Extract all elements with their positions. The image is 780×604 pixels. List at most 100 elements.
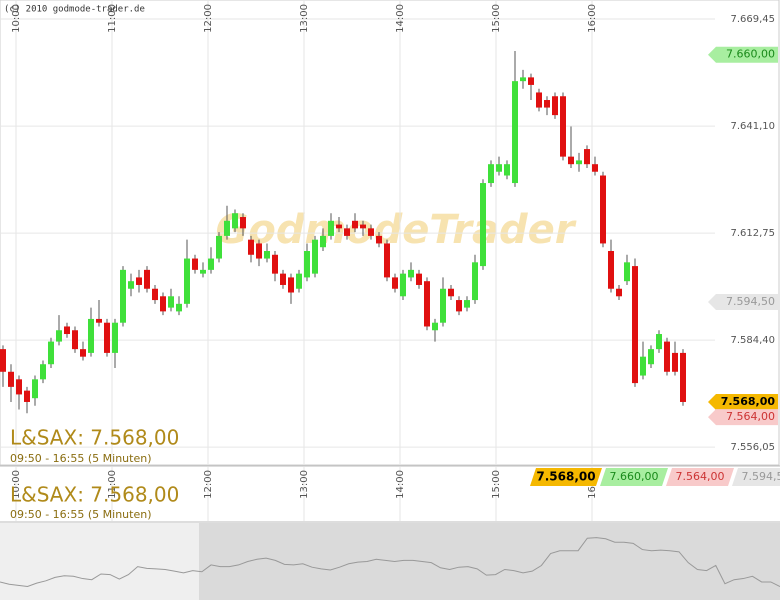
candle-body [288, 277, 294, 293]
candle-body [520, 77, 526, 82]
candle-body [344, 228, 350, 236]
y-tick-label: 7.556,05 [730, 442, 775, 453]
candle-body [560, 96, 566, 157]
candle-body [456, 300, 462, 312]
candle-body [176, 303, 182, 312]
candle-body [248, 239, 254, 255]
candle-body [48, 341, 54, 365]
candle-body [232, 213, 238, 229]
price-flag-label: 7.568,00 [721, 395, 776, 408]
x-tick-label: 12:00 [203, 470, 214, 499]
candle-body [264, 250, 270, 259]
candle-body [592, 164, 598, 172]
candle-body [272, 254, 278, 274]
candle-body [392, 277, 398, 289]
price-flag-label: 7.660,00 [726, 48, 775, 61]
candle-body [200, 269, 206, 274]
candle-body [552, 96, 558, 116]
candle-body [256, 243, 262, 259]
candle-body [120, 269, 126, 323]
candle-body [56, 330, 62, 342]
candle-body [240, 217, 246, 229]
chart-title: L&SAX: 7.568,00 [10, 426, 179, 450]
chart-subtitle: 09:50 - 16:55 (5 Minuten) [10, 508, 151, 521]
candle-body [656, 334, 662, 350]
candle-body [224, 220, 230, 236]
x-tick-label: 12:00 [203, 4, 214, 33]
candle-body [568, 156, 574, 165]
plot-frame [0, 0, 780, 466]
candle-body [80, 349, 86, 357]
candle-body [672, 352, 678, 372]
candle-body [320, 235, 326, 248]
chart-title: L&SAX: 7.568,00 [10, 483, 179, 507]
candle-body [0, 349, 6, 372]
price-tag [600, 468, 668, 486]
candle-body [616, 288, 622, 297]
candle-body [480, 183, 486, 267]
price-tag-label: 7.564,00 [676, 470, 725, 483]
candle-body [96, 318, 102, 323]
candle-body [584, 149, 590, 165]
candle-body [152, 288, 158, 301]
candle-body [576, 160, 582, 165]
chart-subtitle: 09:50 - 16:55 (5 Minuten) [10, 452, 151, 465]
candle-body [528, 77, 534, 85]
candle-body [328, 220, 334, 236]
candle-body [72, 330, 78, 350]
candle-body [16, 379, 22, 395]
candle-body [464, 300, 470, 308]
x-tick-label: 11:00 [107, 470, 118, 499]
candle-body [280, 273, 286, 285]
y-tick-label: 7.669,45 [730, 14, 775, 25]
candle-body [160, 296, 166, 312]
candle-body [88, 318, 94, 353]
y-tick-label: 7.612,75 [730, 228, 775, 239]
candle-body [376, 235, 382, 244]
candle-body [448, 288, 454, 297]
candle-body [400, 273, 406, 297]
candle-body [304, 250, 310, 278]
candle-body [104, 322, 110, 353]
watermark: GodmodeTrader [216, 207, 577, 253]
candle-body [136, 277, 142, 285]
price-flag [708, 409, 778, 426]
candle-body [504, 164, 510, 176]
candle-body [536, 92, 542, 108]
candle-body [544, 100, 550, 108]
candle-body [440, 288, 446, 323]
candle-body [208, 258, 214, 270]
candle-body [384, 243, 390, 278]
x-tick-label: 14:00 [395, 470, 406, 499]
price-flag-label: 7.594,50 [726, 295, 775, 308]
copyright: (c) 2010 godmode-trader.de [4, 5, 145, 15]
candle-body [352, 220, 358, 229]
candle-body [488, 164, 494, 184]
candle-body [424, 281, 430, 327]
price-flag [708, 293, 778, 310]
x-tick-label: 15:00 [491, 470, 502, 499]
navigator-window[interactable] [0, 523, 199, 600]
candle-body [8, 371, 14, 387]
candle-body [472, 262, 478, 301]
x-tick-label: 13:00 [299, 4, 310, 33]
candle-body [608, 250, 614, 289]
candle-body [336, 224, 342, 229]
y-tick-label: 7.641,10 [730, 121, 775, 132]
x-tick-label: 11:00 [107, 4, 118, 33]
x-tick-label: 14:00 [395, 4, 406, 33]
x-tick-label: 15:00 [491, 4, 502, 33]
candle-body [32, 379, 38, 399]
candle-body [112, 322, 118, 353]
x-tick-label: 13:00 [299, 470, 310, 499]
price-tag-label: 7.568,00 [536, 470, 595, 484]
price-tag-label: 7.660,00 [610, 470, 659, 483]
candle-body [192, 258, 198, 270]
price-tag [732, 468, 780, 486]
candle-body [184, 258, 190, 304]
candle-body [144, 269, 150, 289]
candle-body [216, 235, 222, 259]
candle-body [432, 322, 438, 331]
candle-body [168, 296, 174, 308]
